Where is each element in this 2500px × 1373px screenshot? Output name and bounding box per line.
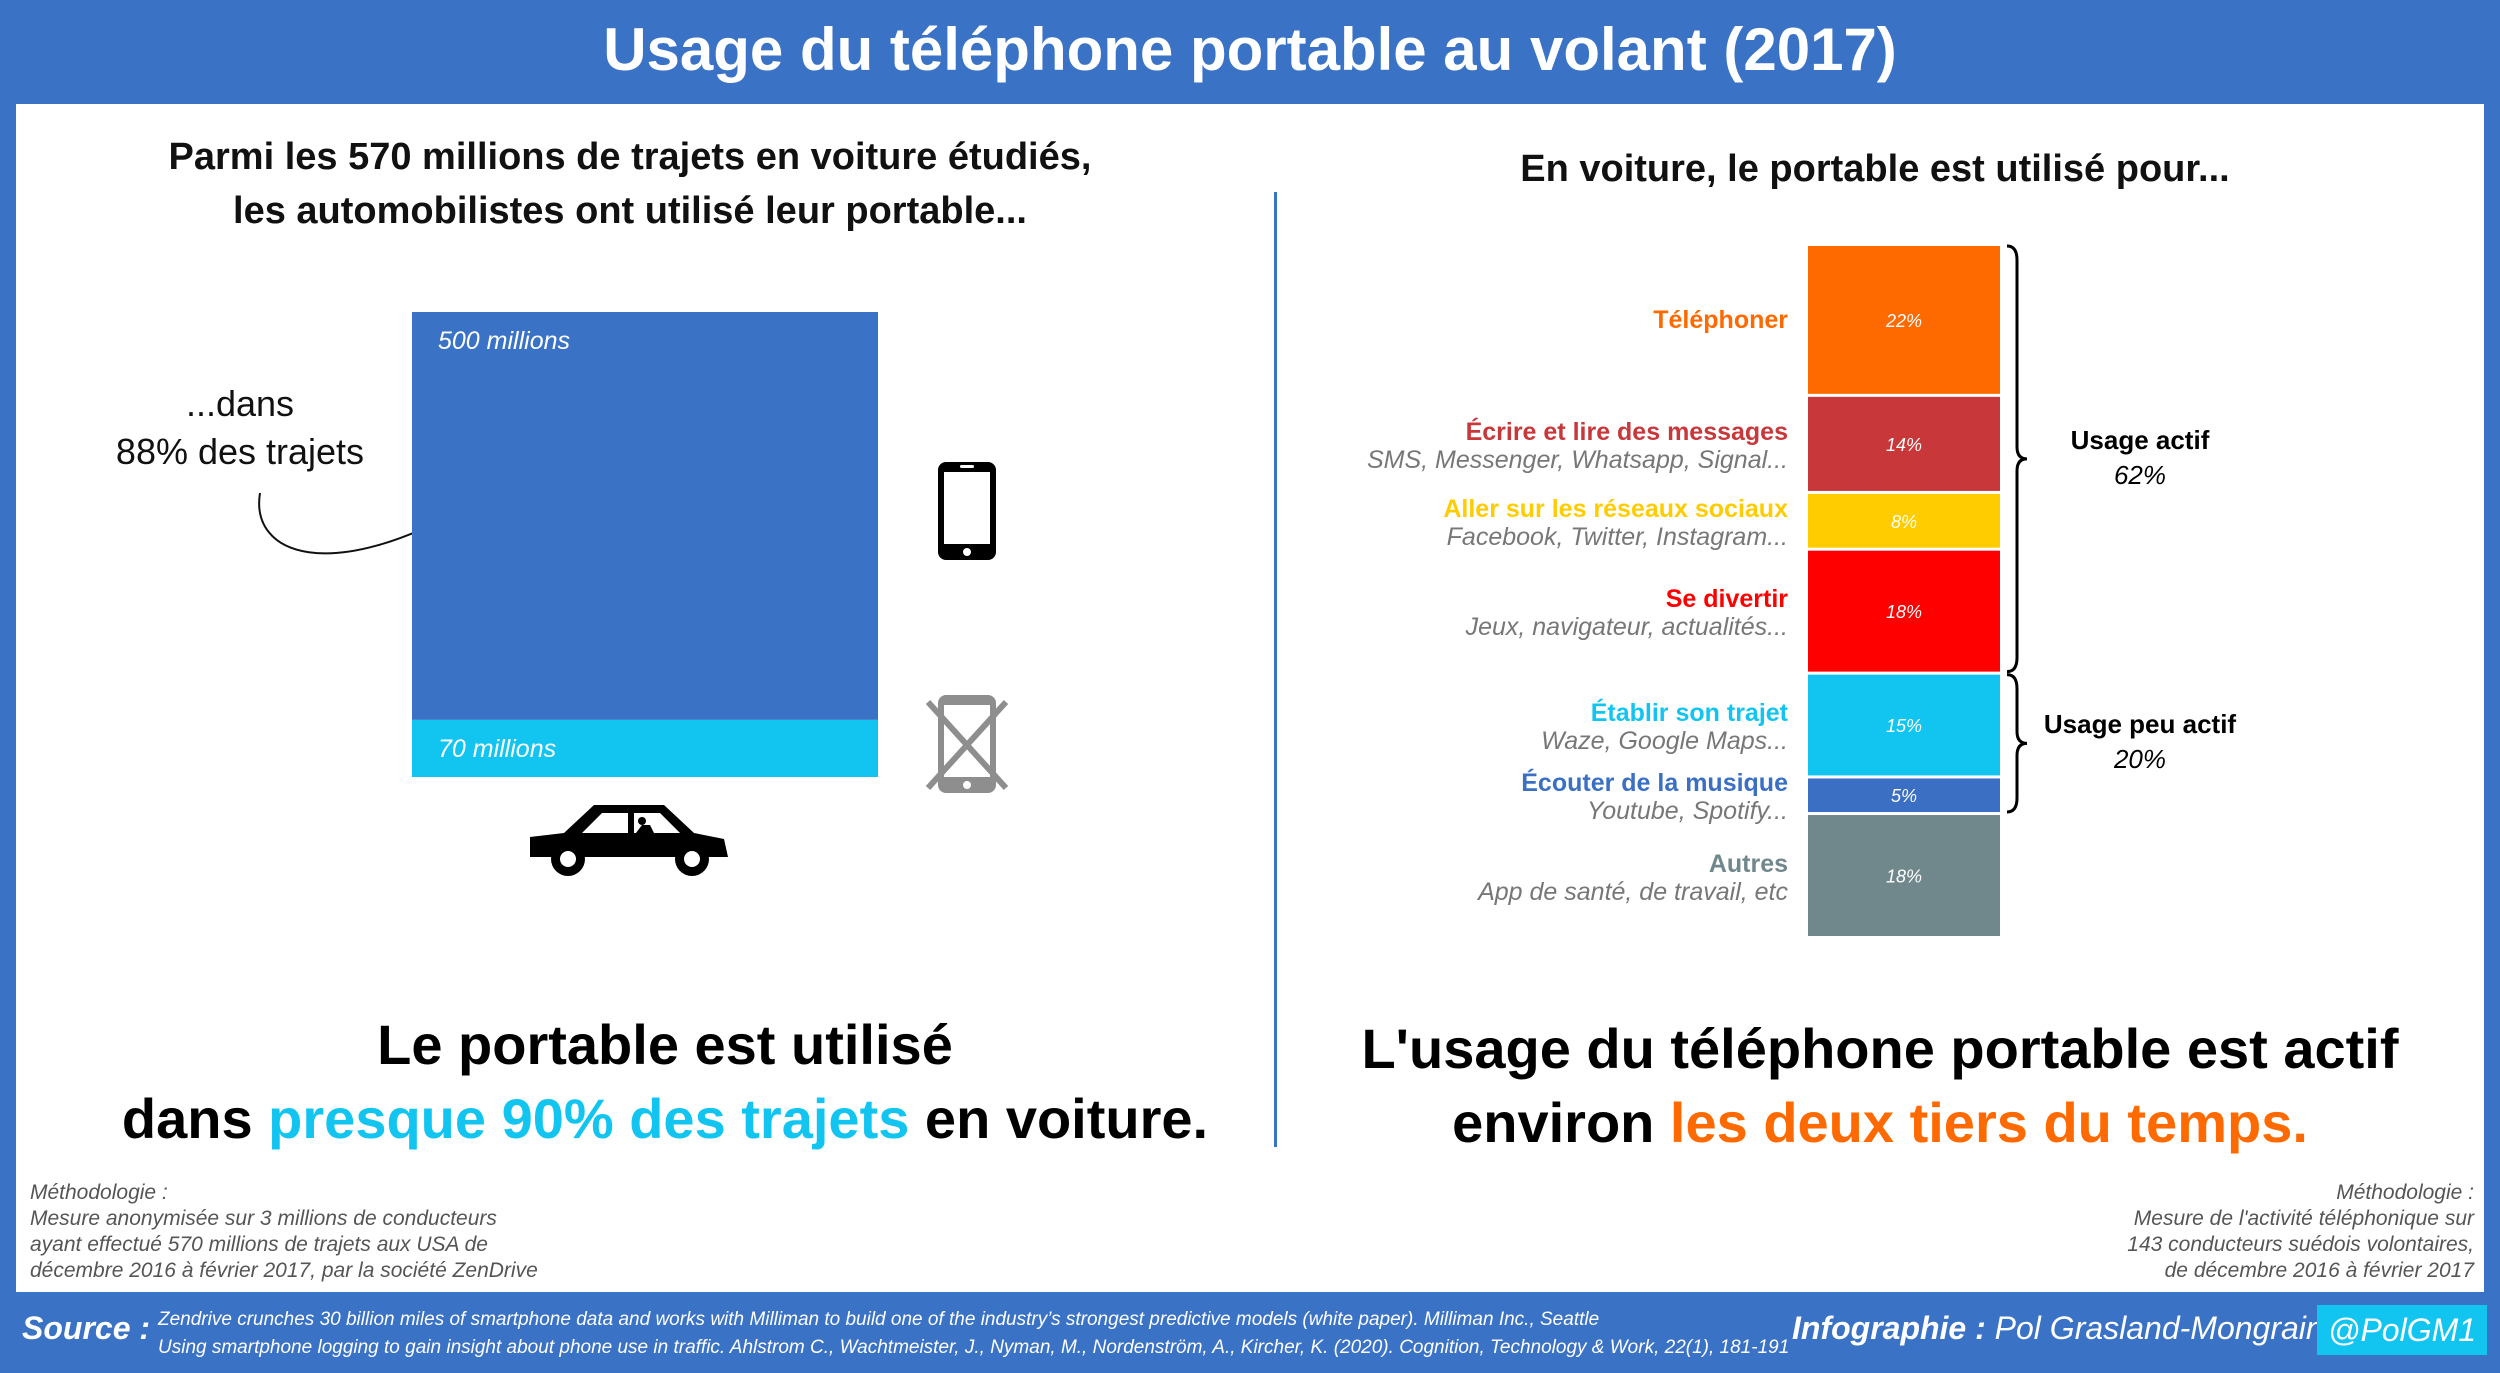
usage-category-name: Téléphoner bbox=[1653, 305, 1788, 334]
usage-value-label: 22% bbox=[1885, 311, 1922, 331]
right-method-line: Méthodologie : bbox=[2336, 1181, 2474, 1204]
usage-value-label: 15% bbox=[1886, 716, 1922, 736]
smartphone-icon bbox=[938, 462, 996, 560]
usage-category-name: Aller sur les réseaux sociaux bbox=[1443, 494, 1788, 523]
usage-category: Aller sur les réseaux sociaux Facebook, T… bbox=[1288, 495, 1788, 551]
left-conclusion-pre: dans bbox=[121, 1087, 269, 1150]
usage-stacked-chart: 22% 14% 8% 18% 15% 5% 18% bbox=[1808, 246, 2000, 936]
right-method-line: de décembre 2016 à février 2017 bbox=[2164, 1259, 2474, 1282]
right-methodology: Méthodologie : Mesure de l'activité télé… bbox=[1900, 1180, 2474, 1284]
source-reference-1: Zendrive crunches 30 billion miles of sm… bbox=[158, 1309, 1600, 1330]
group-labels: Usage actif 62% Usage peu actif 20% bbox=[2040, 244, 2240, 844]
right-conclusion-line1: L'usage du téléphone portable est actif bbox=[1361, 1017, 2399, 1080]
left-method-line: ayant effectué 570 millions de trajets a… bbox=[30, 1233, 488, 1256]
usage-category-examples: Jeux, navigateur, actualités... bbox=[1465, 613, 1788, 642]
crossed-phone-icon bbox=[925, 695, 1009, 793]
usage-category: Écrire et lire des messages SMS, Messenge… bbox=[1288, 418, 1788, 474]
author-handle[interactable]: @PolGM1 bbox=[2317, 1305, 2487, 1355]
right-method-line: 143 conducteurs suédois volontaires, bbox=[2127, 1233, 2474, 1256]
trips-segment-1 bbox=[412, 719, 878, 777]
usage-value-label: 18% bbox=[1886, 602, 1922, 622]
right-conclusion-line2: environ les deux tiers du temps. bbox=[1280, 1086, 2480, 1160]
dans-line2: 88% des trajets bbox=[115, 431, 365, 472]
usage-segment-1 bbox=[1808, 396, 2000, 491]
page-title: Usage du téléphone portable au volant (2… bbox=[603, 16, 1897, 83]
trips-stacked-chart: 500 millions 70 millions bbox=[412, 312, 878, 777]
usage-value-label: 5% bbox=[1891, 786, 1917, 806]
usage-category-labels: Téléphoner Écrire et lire des messages SMS… bbox=[1280, 244, 1788, 939]
usage-category: Établir son trajet Waze, Google Maps... bbox=[1288, 699, 1788, 755]
right-conclusion-highlight: les deux tiers du temps. bbox=[1669, 1091, 2308, 1154]
trips-segment-label: 70 millions bbox=[438, 735, 556, 763]
usage-category-examples: Youtube, Spotify... bbox=[1586, 797, 1788, 826]
usage-segment-5 bbox=[1808, 778, 2000, 813]
left-subtitle: Parmi les 570 millions de trajets en voi… bbox=[60, 130, 1200, 238]
left-subtitle-line1: Parmi les 570 millions de trajets en voi… bbox=[168, 136, 1092, 178]
left-conclusion: Le portable est utilisé dans presque 90%… bbox=[40, 1008, 1290, 1156]
group-label: Usage actif 62% bbox=[2040, 423, 2240, 493]
dans-line1: ...dans bbox=[185, 383, 295, 424]
left-conclusion-line2: dans presque 90% des trajets en voiture. bbox=[40, 1082, 1290, 1156]
usage-category: Se divertir Jeux, navigateur, actualités.… bbox=[1288, 585, 1788, 641]
usage-segment-0 bbox=[1808, 246, 2000, 394]
usage-category-name: Établir son trajet bbox=[1590, 699, 1788, 728]
group-brace-0 bbox=[2006, 244, 2028, 674]
car-icon bbox=[530, 805, 728, 876]
usage-segment-6 bbox=[1808, 815, 2000, 936]
source-reference-2: Using smartphone logging to gain insight… bbox=[158, 1337, 1790, 1358]
right-subtitle: En voiture, le portable est utilisé pour… bbox=[1520, 148, 2230, 190]
usage-category-examples: Waze, Google Maps... bbox=[1541, 727, 1788, 756]
left-method-line: décembre 2016 à février 2017, par la soc… bbox=[30, 1259, 538, 1282]
left-method-line: Mesure anonymisée sur 3 millions de cond… bbox=[30, 1207, 497, 1230]
credit-label: Infographie : bbox=[1792, 1310, 1986, 1346]
left-conclusion-line1: Le portable est utilisé bbox=[377, 1013, 953, 1076]
usage-category-name: Écouter de la musique bbox=[1521, 769, 1788, 798]
usage-segment-2 bbox=[1808, 493, 2000, 548]
trips-segment-label: 500 millions bbox=[438, 327, 570, 355]
right-method-line: Mesure de l'activité téléphonique sur bbox=[2133, 1207, 2474, 1230]
usage-category-examples: Facebook, Twitter, Instagram... bbox=[1446, 522, 1788, 551]
usage-value-label: 14% bbox=[1886, 435, 1922, 455]
credit-name: Pol Grasland-Mongrain bbox=[1985, 1310, 2324, 1346]
usage-value-label: 8% bbox=[1891, 512, 1917, 532]
left-method-line: Méthodologie : bbox=[30, 1181, 168, 1204]
group-label: Usage peu actif 20% bbox=[2040, 707, 2240, 777]
right-conclusion-pre: environ bbox=[1452, 1091, 1670, 1154]
credit: Infographie : Pol Grasland-Mongrain bbox=[1792, 1310, 2324, 1347]
usage-value-label: 18% bbox=[1886, 867, 1922, 887]
dans-annotation: ...dans 88% des trajets bbox=[60, 380, 420, 476]
left-methodology: Méthodologie : Mesure anonymisée sur 3 m… bbox=[30, 1180, 590, 1284]
usage-category: Téléphoner bbox=[1288, 306, 1788, 334]
usage-category: Écouter de la musique Youtube, Spotify... bbox=[1288, 769, 1788, 825]
group-name: Usage peu actif bbox=[2043, 709, 2237, 740]
left-subtitle-line2: les automobilistes ont utilisé leur port… bbox=[233, 190, 1027, 232]
group-value: 62% bbox=[2113, 459, 2167, 490]
usage-category-examples: SMS, Messenger, Whatsapp, Signal... bbox=[1366, 445, 1788, 474]
usage-category-name: Écrire et lire des messages bbox=[1465, 417, 1788, 446]
usage-category: Autres App de santé, de travail, etc bbox=[1288, 850, 1788, 906]
left-conclusion-post: en voiture. bbox=[909, 1087, 1209, 1150]
group-name: Usage actif bbox=[2070, 424, 2210, 455]
source-label: Source : bbox=[22, 1310, 151, 1346]
usage-category-examples: App de santé, de travail, etc bbox=[1478, 877, 1788, 906]
usage-segment-4 bbox=[1808, 674, 2000, 776]
left-conclusion-highlight: presque 90% des trajets bbox=[268, 1087, 910, 1150]
trips-segment-0 bbox=[412, 312, 878, 720]
group-brace-1 bbox=[2006, 673, 2028, 814]
group-value: 20% bbox=[2113, 744, 2167, 775]
usage-category-name: Se divertir bbox=[1665, 585, 1788, 614]
usage-segment-3 bbox=[1808, 550, 2000, 672]
center-divider bbox=[1274, 192, 1277, 1147]
usage-category-name: Autres bbox=[1708, 849, 1788, 878]
group-braces bbox=[2006, 244, 2028, 814]
right-conclusion: L'usage du téléphone portable est actif … bbox=[1280, 1012, 2480, 1160]
